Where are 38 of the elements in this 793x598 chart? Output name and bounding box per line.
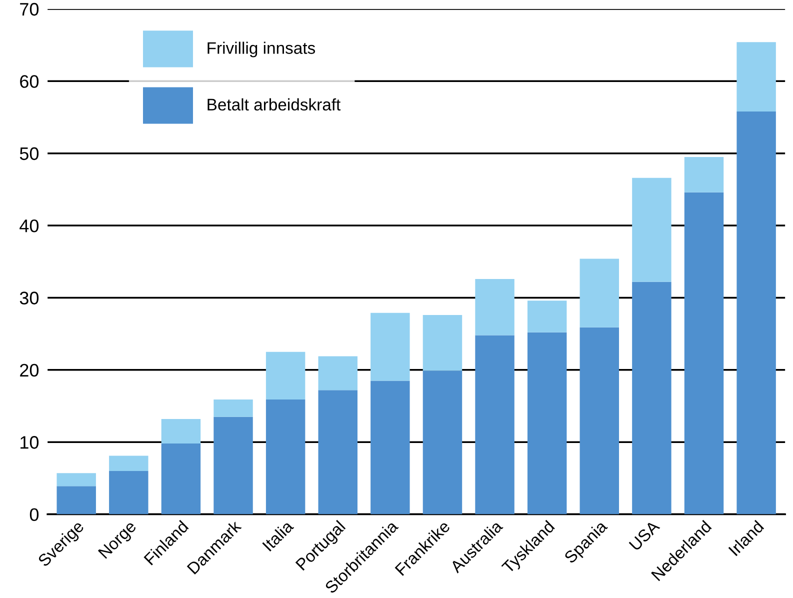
bar bbox=[580, 258, 620, 328]
bar bbox=[684, 156, 724, 192]
bar bbox=[370, 380, 410, 514]
bar bbox=[370, 312, 410, 381]
bar bbox=[475, 278, 514, 336]
y-tick-label: 0 bbox=[30, 508, 39, 521]
bar bbox=[736, 42, 776, 112]
bar bbox=[736, 111, 776, 514]
bar bbox=[266, 400, 306, 514]
bar bbox=[422, 370, 462, 514]
bar bbox=[632, 282, 672, 514]
y-tick-label: 20 bbox=[20, 364, 39, 377]
bar bbox=[318, 390, 358, 514]
bar bbox=[161, 444, 201, 514]
bar bbox=[56, 486, 96, 514]
y-tick-label: 70 bbox=[20, 2, 39, 16]
bar bbox=[632, 178, 672, 282]
bar bbox=[318, 356, 358, 390]
bar bbox=[580, 327, 620, 514]
bar bbox=[422, 315, 462, 371]
legend-label: Frivillig innsats bbox=[208, 42, 316, 58]
bar bbox=[475, 335, 514, 514]
bar bbox=[684, 192, 724, 514]
y-tick-label: 10 bbox=[20, 436, 39, 449]
bar bbox=[214, 400, 253, 417]
y-tick-label: 60 bbox=[20, 75, 39, 88]
bar bbox=[527, 332, 567, 514]
legend-label: Betalt arbeidskraft bbox=[208, 98, 341, 111]
y-tick-label: 50 bbox=[20, 147, 39, 160]
y-tick-label: 40 bbox=[20, 219, 39, 232]
bar bbox=[56, 473, 96, 486]
bar bbox=[214, 416, 253, 514]
y-tick-label: 30 bbox=[20, 292, 39, 304]
bar bbox=[109, 456, 148, 471]
bar bbox=[109, 470, 148, 514]
bar bbox=[161, 418, 201, 444]
bar bbox=[266, 352, 306, 400]
bar bbox=[527, 300, 567, 332]
